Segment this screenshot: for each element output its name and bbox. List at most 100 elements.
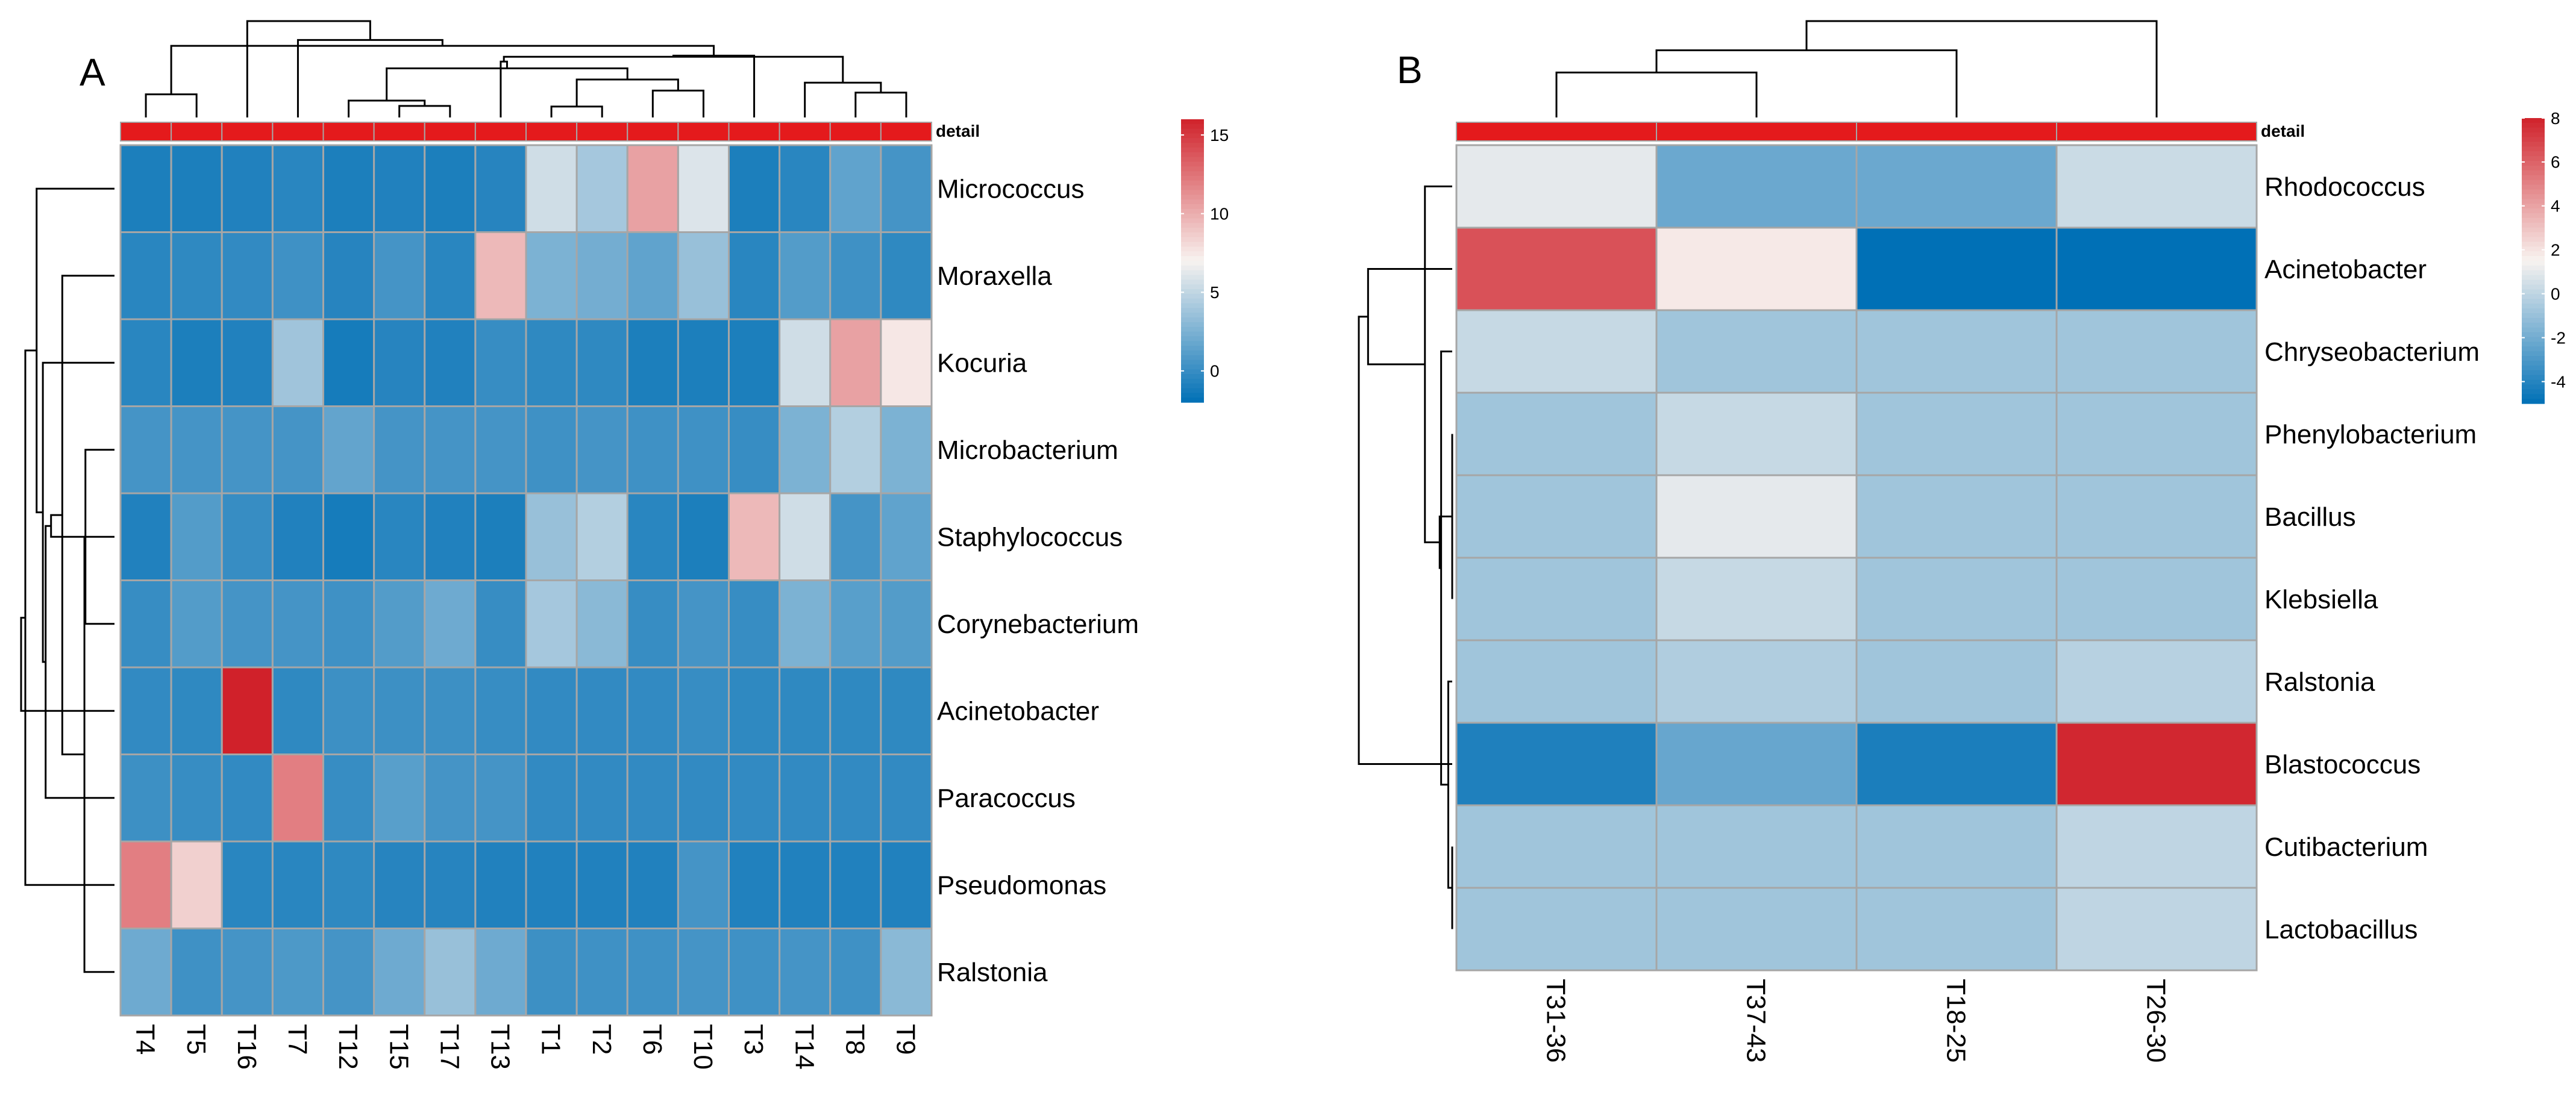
annotation-label-b: detail <box>2261 122 2305 140</box>
heatmap-cell <box>779 666 832 755</box>
legend-gradient-step <box>1181 242 1204 248</box>
legend-gradient-step <box>1181 171 1204 176</box>
heatmap-cell <box>271 405 324 494</box>
heatmap-cell <box>1455 392 1658 476</box>
legend-gradient-step <box>2522 294 2545 299</box>
legend-gradient-step <box>1181 246 1204 252</box>
heatmap-cell <box>880 753 933 843</box>
heatmap-cell <box>880 666 933 755</box>
heatmap-cell <box>424 579 477 669</box>
heatmap-cell <box>271 840 324 929</box>
heatmap-cell <box>728 579 781 669</box>
heatmap-cell <box>2055 226 2258 311</box>
heatmap-cell <box>575 579 628 669</box>
heatmap-cell <box>424 753 477 843</box>
heatmap-cell <box>1855 144 2058 229</box>
heatmap-cell <box>221 840 274 929</box>
dendrogram-branch <box>1805 20 2158 117</box>
annotation-cell <box>424 122 476 142</box>
legend-gradient-step <box>1181 341 1204 346</box>
heatmap-cell <box>1855 722 2058 806</box>
legend-gradient-step <box>1181 204 1204 210</box>
legend-tick-label: 15 <box>1210 126 1229 145</box>
legend-gradient-step <box>2522 237 2545 242</box>
heatmap-cell <box>271 666 324 755</box>
column-label: T15 <box>384 1024 413 1070</box>
heatmap-cell <box>424 231 477 320</box>
legend-gradient-step <box>2522 375 2545 381</box>
legend-gradient-step <box>1181 270 1204 276</box>
heatmap-cell <box>829 318 882 407</box>
heatmap-cell <box>2055 309 2258 394</box>
column-dendrogram-a <box>145 20 907 117</box>
heatmap-cells-a <box>119 144 933 1017</box>
legend-gradient-step <box>2522 337 2545 342</box>
heatmap-cell <box>119 579 172 669</box>
heatmap-cell <box>829 753 882 843</box>
legend-gradient-step <box>2522 213 2545 219</box>
heatmap-cell <box>271 231 324 320</box>
column-label: T18-25 <box>1941 979 1971 1062</box>
legend-gradient-step <box>2522 217 2545 223</box>
legend-gradient-step <box>1181 232 1204 238</box>
dendrogram-branch <box>20 617 114 712</box>
legend-gradient-step <box>2522 118 2545 123</box>
legend-gradient-step <box>1181 308 1204 313</box>
heatmap-cell <box>373 231 426 320</box>
legend-gradient-step <box>1181 317 1204 323</box>
heatmap-cell <box>322 928 375 1017</box>
annotation-cell <box>221 122 274 142</box>
dendrogram-branch <box>42 361 114 663</box>
legend-gradient-step <box>1181 336 1204 342</box>
heatmap-cell <box>1455 474 1658 559</box>
annotation-cell <box>120 122 172 142</box>
heatmap-cell <box>779 231 832 320</box>
heatmap-cell <box>1655 144 1858 229</box>
heatmap-cell <box>170 144 223 233</box>
heatmap-cell <box>373 666 426 755</box>
annotation-cell <box>474 122 527 142</box>
heatmap-cell <box>1455 557 1658 641</box>
legend-gradient-step <box>1181 128 1204 134</box>
legend-gradient-step <box>2522 199 2545 204</box>
legend-tick-label: -2 <box>2551 328 2566 347</box>
annotation-bar-b <box>1456 122 2257 142</box>
legend-gradient-step <box>2522 313 2545 319</box>
legend-gradient-step <box>2522 279 2545 285</box>
heatmap-cell <box>322 840 375 929</box>
dendrogram-branch <box>575 78 679 107</box>
heatmap-cell <box>221 318 274 407</box>
legend-gradient-step <box>2522 370 2545 376</box>
heatmap-cell <box>373 318 426 407</box>
heatmap-cell <box>575 753 628 843</box>
legend-gradient-step <box>1181 138 1204 143</box>
legend-gradient-step <box>2522 204 2545 209</box>
dendrogram-branch <box>854 92 907 117</box>
heatmap-cell <box>525 144 578 233</box>
heatmap-cell <box>525 753 578 843</box>
dendrogram-branch <box>45 525 114 799</box>
heatmap-cell <box>119 318 172 407</box>
legend-gradient-step <box>1181 213 1204 219</box>
heatmap-cell <box>626 144 679 233</box>
heatmap-cell <box>728 492 781 581</box>
heatmap-cell <box>322 318 375 407</box>
row-label: Blastococcus <box>2264 750 2421 779</box>
heatmap-cell <box>322 405 375 494</box>
legend-gradient-step <box>1181 369 1204 375</box>
heatmap-cell <box>170 405 223 494</box>
legend-gradient-step <box>2522 289 2545 295</box>
heatmap-panel-a: A detail MicrococcusMoraxellaKocuriaMicr… <box>20 20 1229 1070</box>
heatmap-cell <box>271 144 324 233</box>
legend-gradient-step <box>1181 393 1204 398</box>
column-label: T8 <box>840 1024 870 1055</box>
heatmap-cell <box>728 928 781 1017</box>
annotation-cell <box>1656 122 1857 142</box>
column-label: T10 <box>688 1024 718 1070</box>
heatmap-cell <box>170 928 223 1017</box>
legend-gradient-step <box>2522 137 2545 143</box>
heatmap-cell <box>474 318 527 407</box>
legend-gradient-step <box>1181 388 1204 393</box>
heatmap-cell <box>1855 804 2058 889</box>
legend-gradient-step <box>2522 208 2545 214</box>
